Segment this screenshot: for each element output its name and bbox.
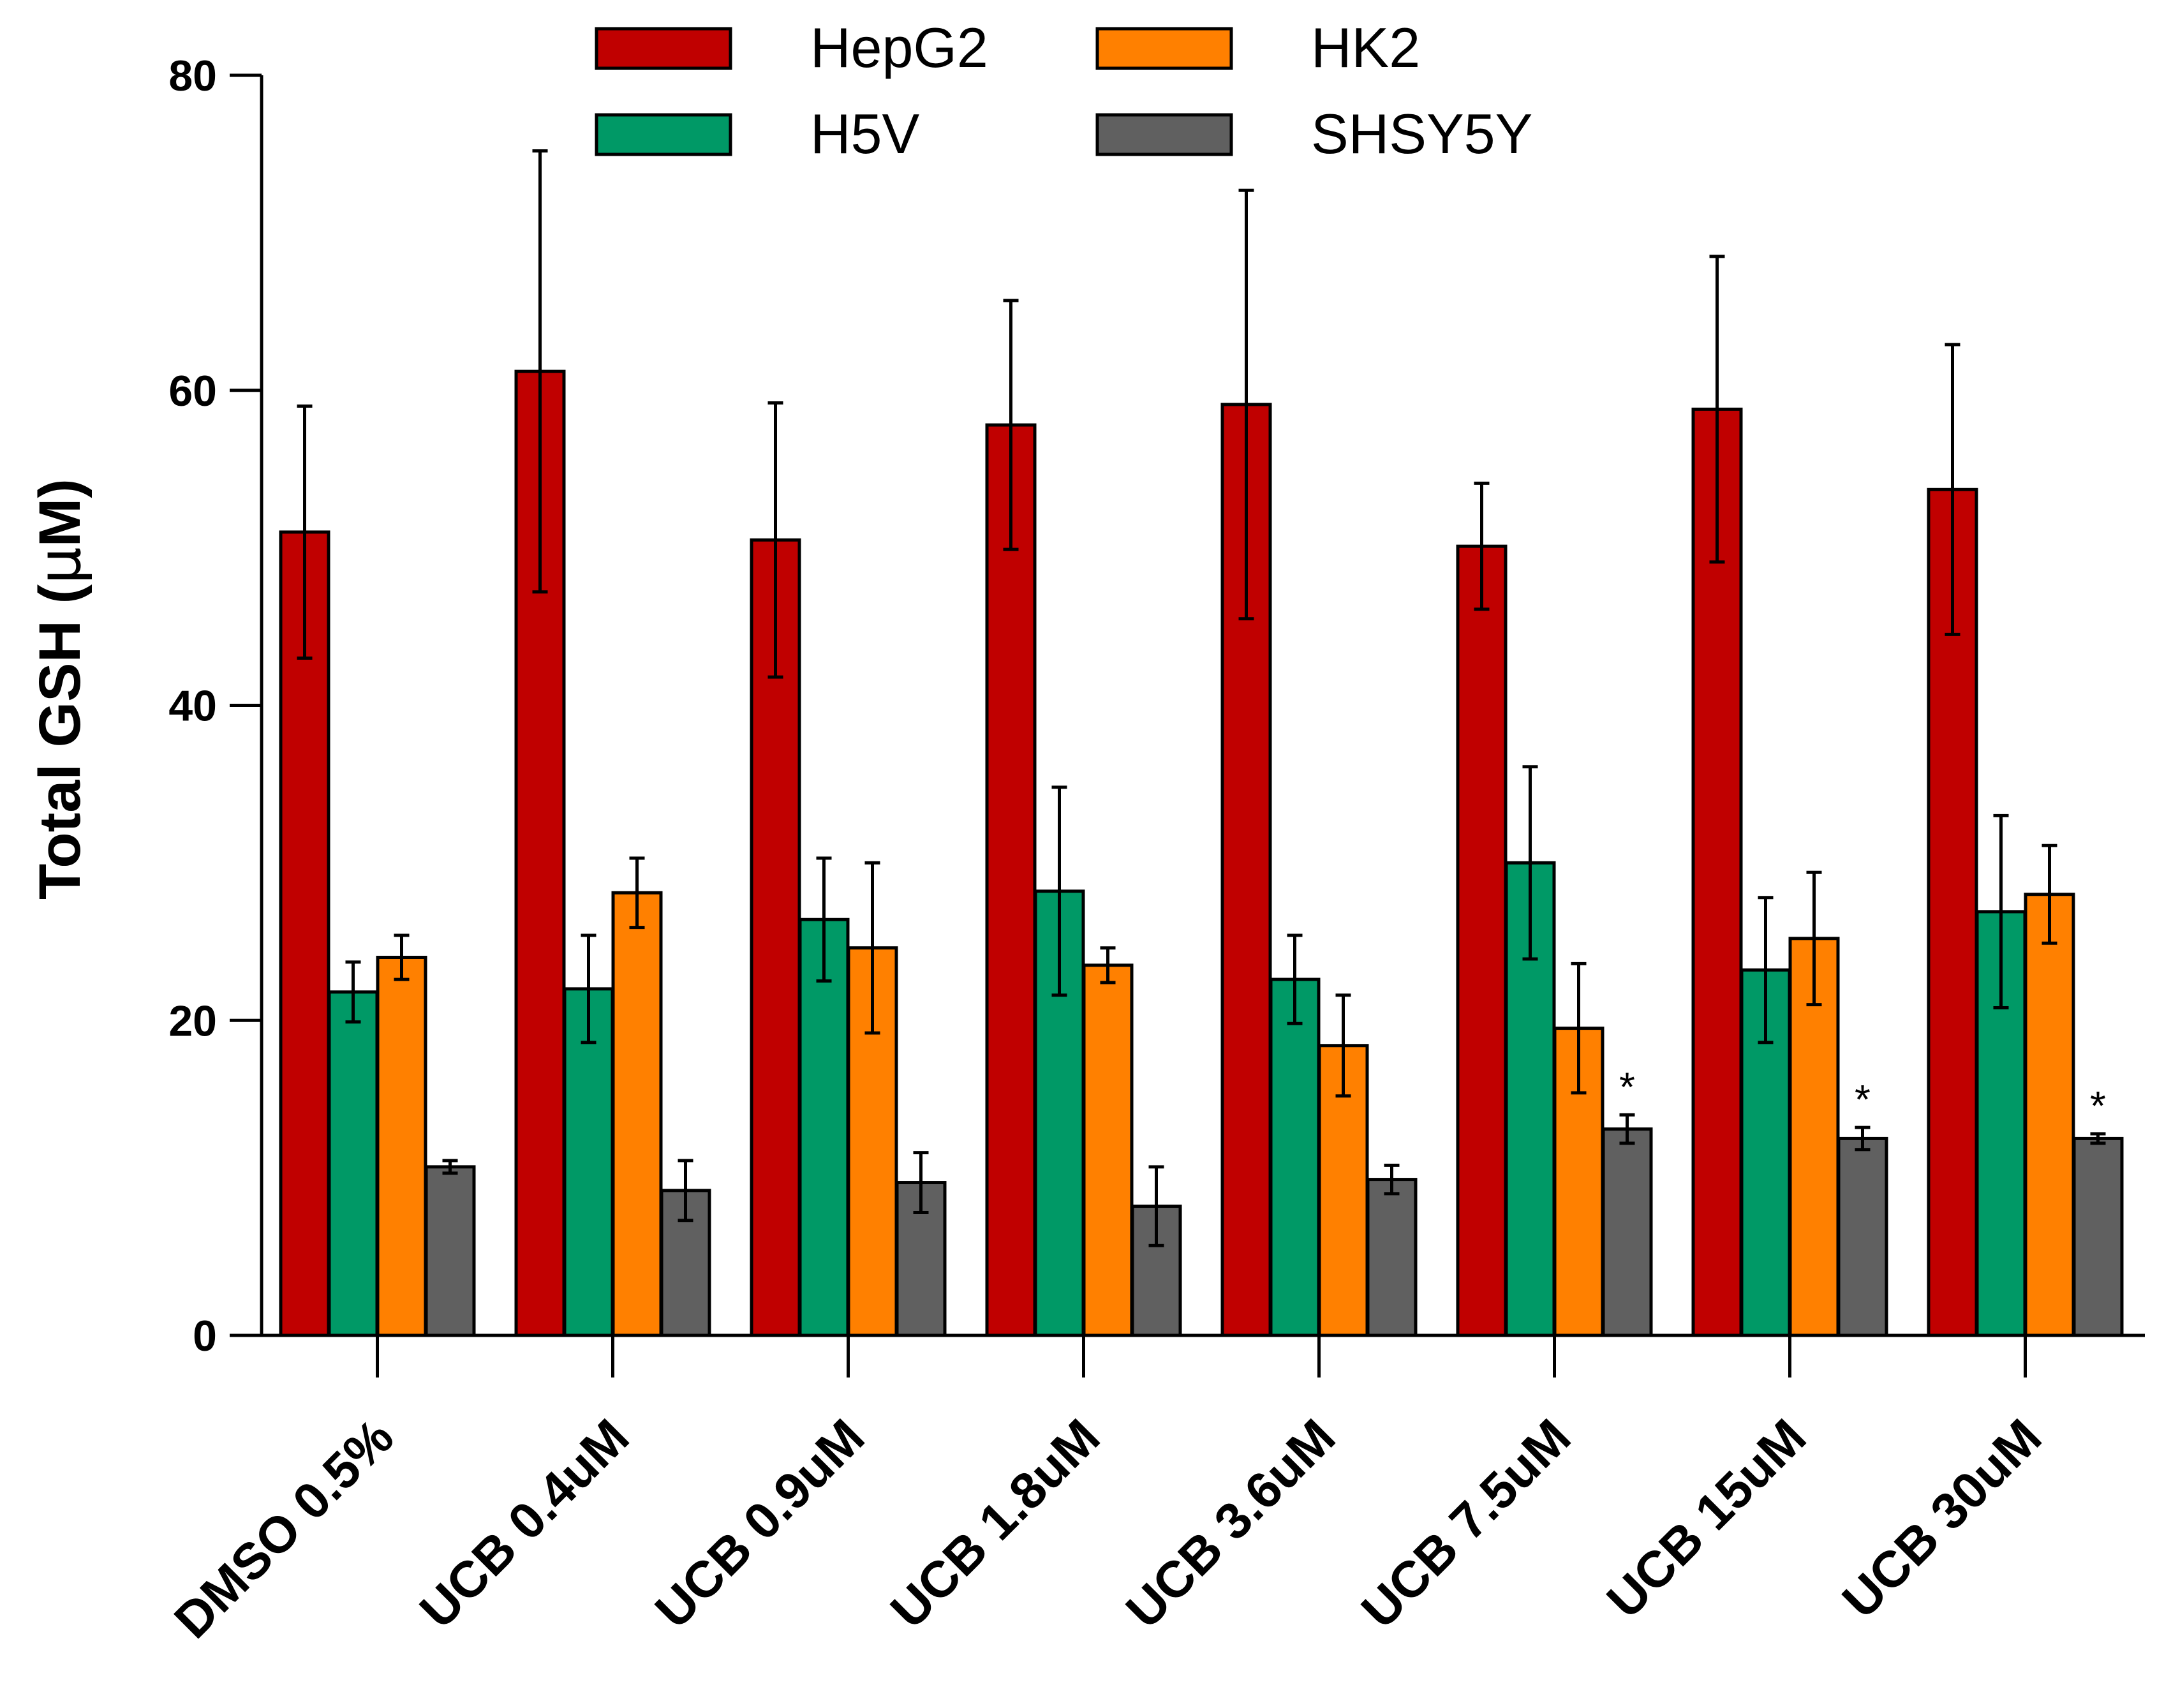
x-tick-label: UCB 7.5uM: [1351, 1408, 1582, 1639]
bar: [985, 423, 1037, 1337]
y-tick-label: 40: [168, 682, 217, 731]
bar: [1366, 1178, 1418, 1337]
x-tick-label: UCB 30uM: [1832, 1408, 2052, 1629]
legend-swatch: [1095, 113, 1233, 156]
bar: [895, 1181, 947, 1337]
legend-swatch: [1095, 27, 1233, 70]
y-tick-label: 80: [168, 52, 217, 100]
legend-swatch: [595, 27, 732, 70]
bar: [2024, 893, 2075, 1337]
y-axis-label-tail: M): [27, 479, 93, 547]
x-tick-label: DMSO 0.5%: [163, 1408, 404, 1649]
bar: [327, 990, 379, 1337]
y-tick-label: 60: [168, 367, 217, 415]
legend: HepG2 HK2 H5V SHSY5Y: [595, 16, 1532, 165]
legend-label: HepG2: [810, 16, 988, 79]
bar: [1456, 544, 1508, 1337]
x-tick-label: UCB 0.4uM: [409, 1408, 640, 1639]
y-tick-label: 0: [193, 1312, 217, 1360]
legend-label: HK2: [1311, 16, 1420, 79]
x-axis: DMSO 0.5% UCB 0.4uM UCB 0.9uM UCB 1.8uM UCB …: [163, 1333, 2145, 1649]
significance-marker: *: [2090, 1083, 2106, 1129]
bar: [376, 956, 427, 1337]
bar: [424, 1165, 476, 1337]
bar-groups: * * *: [279, 149, 2124, 1337]
legend-label: H5V: [810, 102, 919, 165]
bar: [1837, 1136, 1888, 1337]
bar: [1601, 1127, 1653, 1337]
bar: [611, 891, 663, 1337]
x-tick-label: UCB 0.9uM: [644, 1408, 875, 1639]
y-axis-label-text: Total GSH (: [27, 584, 93, 900]
x-tick-label: UCB 1.8uM: [880, 1408, 1111, 1639]
significance-marker: *: [1619, 1064, 1635, 1110]
x-tick-label: UCB 3.6uM: [1115, 1408, 1346, 1639]
y-axis: 0 20 40 60 80: [168, 52, 263, 1360]
y-tick-label: 20: [168, 997, 217, 1045]
legend-swatch: [595, 113, 732, 156]
bar: [1082, 963, 1134, 1337]
legend-label: SHSY5Y: [1311, 102, 1532, 165]
y-axis-label-unit: μ: [26, 547, 94, 584]
significance-marker: *: [1855, 1076, 1871, 1122]
y-axis-label: Total GSH (μM): [26, 479, 94, 900]
x-tick-label: UCB 15uM: [1596, 1408, 1817, 1629]
bar: [2072, 1136, 2124, 1337]
bar: [1269, 977, 1321, 1337]
